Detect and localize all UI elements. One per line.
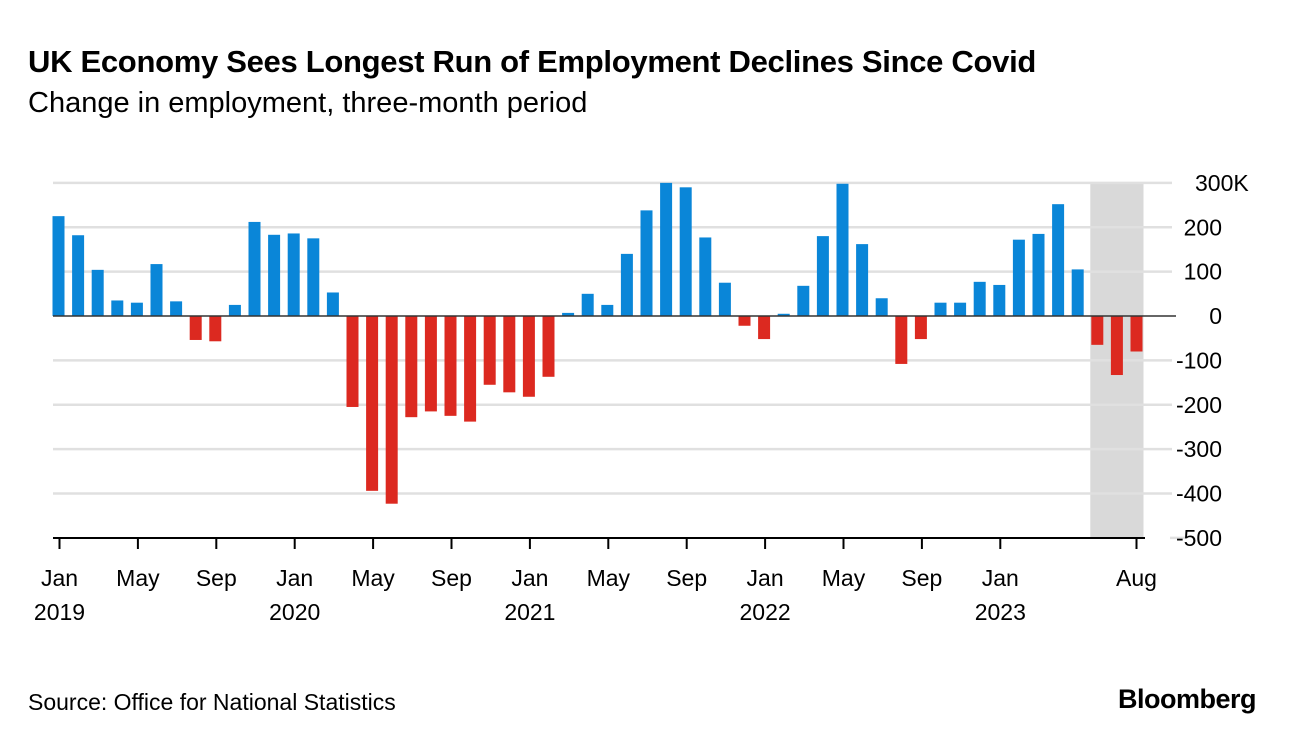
bar xyxy=(1091,316,1104,345)
bar xyxy=(542,316,555,377)
y-tick-label: -500 xyxy=(1176,525,1222,551)
bar xyxy=(679,187,692,316)
bar xyxy=(856,244,869,316)
bar xyxy=(640,210,653,316)
bar xyxy=(758,316,771,340)
bar xyxy=(993,284,1006,316)
bar xyxy=(366,316,379,491)
x-tick-year: 2023 xyxy=(975,599,1026,625)
x-tick-label: Sep xyxy=(431,565,472,591)
bar xyxy=(1052,204,1065,316)
bar xyxy=(405,316,418,418)
x-tick-label: Jan xyxy=(511,565,548,591)
bar xyxy=(287,233,300,316)
bar xyxy=(1071,269,1084,316)
bar xyxy=(1012,239,1025,316)
bar xyxy=(797,285,810,316)
y-tick-label: 300K xyxy=(1195,170,1249,196)
bar xyxy=(973,281,986,316)
y-tick-label: 200 xyxy=(1184,214,1222,240)
x-tick-label: Jan xyxy=(41,565,78,591)
chart-subtitle: Change in employment, three-month period xyxy=(28,87,588,119)
x-tick-year: 2021 xyxy=(504,599,555,625)
x-tick-label: May xyxy=(116,565,160,591)
bar xyxy=(1130,316,1143,352)
bar xyxy=(954,302,967,316)
bar xyxy=(307,238,320,316)
x-tick-year: 2022 xyxy=(740,599,791,625)
x-tick-label: Sep xyxy=(196,565,237,591)
bar xyxy=(268,234,281,316)
bar xyxy=(836,183,849,316)
bar xyxy=(464,316,477,422)
bar xyxy=(1110,316,1123,376)
bar xyxy=(483,316,496,385)
y-tick-label: -200 xyxy=(1176,392,1222,418)
bar xyxy=(209,316,222,342)
bar xyxy=(777,313,790,316)
bar xyxy=(620,253,633,316)
x-tick-label: May xyxy=(587,565,631,591)
x-tick-year: 2020 xyxy=(269,599,320,625)
bar xyxy=(522,316,535,397)
x-tick-label: Aug xyxy=(1116,565,1157,591)
bar xyxy=(346,316,359,407)
x-tick-year: 2019 xyxy=(34,599,85,625)
y-tick-label: -400 xyxy=(1176,481,1222,507)
x-tick-label: Jan xyxy=(276,565,313,591)
bar xyxy=(934,302,947,316)
bar xyxy=(170,301,183,316)
bar xyxy=(228,304,241,316)
x-tick-label: Jan xyxy=(982,565,1019,591)
bar xyxy=(91,269,104,316)
x-tick-label: Jan xyxy=(747,565,784,591)
bar xyxy=(875,298,888,316)
bar xyxy=(581,293,594,316)
bar xyxy=(601,304,614,316)
bar xyxy=(895,316,908,364)
bar xyxy=(150,264,163,316)
bar xyxy=(326,292,339,316)
bar xyxy=(914,316,927,340)
x-tick-label: Sep xyxy=(901,565,942,591)
bar xyxy=(130,302,143,316)
bar xyxy=(444,316,457,416)
bar xyxy=(660,182,673,316)
bar xyxy=(503,316,516,393)
bar xyxy=(424,316,437,412)
y-tick-label: -100 xyxy=(1176,347,1222,373)
chart-title: UK Economy Sees Longest Run of Employmen… xyxy=(28,44,1037,79)
bar xyxy=(738,316,751,326)
x-tick-label: May xyxy=(822,565,866,591)
bar xyxy=(816,236,829,316)
bar xyxy=(52,216,65,316)
bar xyxy=(1032,233,1045,316)
bloomberg-logo: Bloomberg xyxy=(1117,684,1257,714)
source-note: Source: Office for National Statistics xyxy=(28,689,396,715)
bar xyxy=(72,235,85,316)
bar xyxy=(189,316,202,340)
bar xyxy=(111,300,124,316)
y-tick-label: -300 xyxy=(1176,436,1222,462)
x-tick-label: Sep xyxy=(666,565,707,591)
bar xyxy=(248,221,261,316)
x-tick-label: May xyxy=(351,565,395,591)
bar xyxy=(718,282,731,316)
y-tick-label: 0 xyxy=(1209,303,1222,329)
bar xyxy=(699,237,712,316)
bar xyxy=(385,316,398,504)
bar xyxy=(562,312,575,316)
y-tick-label: 100 xyxy=(1184,259,1222,285)
